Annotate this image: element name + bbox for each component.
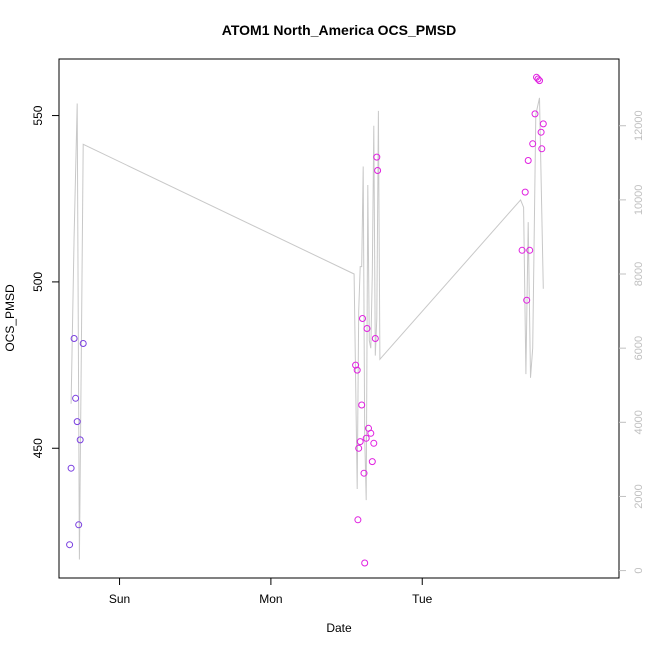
- data-point: [354, 516, 362, 524]
- data-point: [66, 541, 74, 549]
- data-point: [534, 75, 542, 83]
- data-point: [79, 340, 87, 347]
- data-point: [75, 521, 83, 529]
- plot-frame: [58, 58, 620, 579]
- data-point: [537, 128, 545, 136]
- data-point: [356, 438, 364, 446]
- data-point: [524, 157, 532, 164]
- data-point: [355, 444, 363, 452]
- data-point: [518, 246, 526, 254]
- data-point: [538, 145, 546, 153]
- data-point: [76, 436, 84, 444]
- data-point: [360, 469, 368, 477]
- y-left-tick-label: 450: [31, 438, 45, 458]
- series-layer: [66, 73, 547, 567]
- y-right-tick-label: 0: [633, 568, 645, 574]
- x-tick-label: Mon: [259, 592, 282, 606]
- data-point: [362, 434, 370, 442]
- y-left-tick-label: 500: [31, 272, 45, 292]
- data-point: [539, 120, 547, 128]
- data-point: [363, 325, 371, 332]
- data-point: [73, 418, 81, 426]
- y-right-tick-label: 12000: [633, 110, 645, 141]
- data-point: [67, 464, 75, 472]
- y-left-tick-label: 550: [31, 105, 45, 125]
- data-point: [374, 167, 382, 174]
- data-point: [521, 188, 529, 196]
- y-axis-right: 0 2000 4000 6000 8000 10000 12000: [619, 110, 645, 574]
- x-axis-label: Date: [326, 621, 352, 635]
- data-point: [373, 153, 381, 161]
- data-point: [536, 77, 543, 85]
- y-right-tick-label: 8000: [633, 262, 645, 286]
- data-point: [353, 366, 361, 374]
- y-axis-label: OCS_PMSD: [3, 284, 17, 352]
- data-point: [523, 296, 531, 304]
- x-tick-label: Sun: [109, 592, 130, 606]
- y-axis-left: 450 500 550: [31, 105, 59, 458]
- data-point: [529, 140, 537, 148]
- data-point: [368, 458, 376, 466]
- series-line: [70, 97, 544, 560]
- y-right-tick-label: 10000: [633, 185, 645, 216]
- data-point: [371, 335, 379, 342]
- data-point: [531, 110, 539, 118]
- data-point: [361, 559, 369, 567]
- data-point: [359, 315, 366, 322]
- y-right-tick-label: 2000: [633, 484, 645, 508]
- chart-title: ATOM1 North_America OCS_PMSD: [222, 22, 456, 38]
- data-point: [358, 401, 366, 409]
- data-point: [70, 335, 78, 342]
- x-tick-label: Tue: [412, 592, 433, 606]
- data-point: [370, 439, 378, 447]
- data-point: [367, 429, 375, 437]
- y-right-tick-label: 4000: [633, 410, 645, 434]
- x-axis: Sun Mon Tue: [109, 578, 433, 606]
- y-right-tick-label: 6000: [633, 336, 645, 360]
- data-point: [352, 361, 360, 369]
- data-point: [526, 246, 534, 254]
- data-point: [72, 394, 80, 402]
